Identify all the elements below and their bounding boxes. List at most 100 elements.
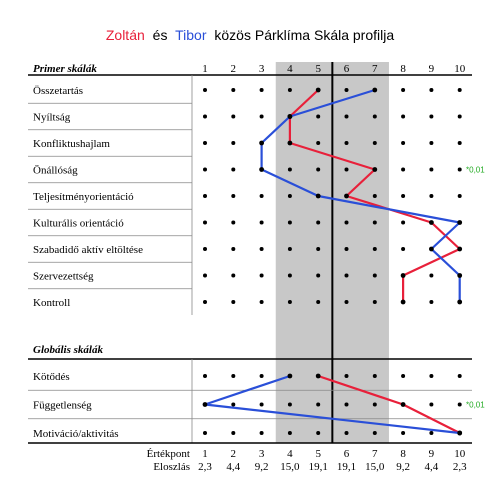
scale-dot xyxy=(372,194,377,198)
scale-dot xyxy=(401,431,406,435)
scale-tick-label: 10 xyxy=(454,63,466,75)
series-point-zoltan xyxy=(400,402,406,407)
series-point-tibor xyxy=(287,114,293,119)
series-point-zoltan xyxy=(315,87,321,93)
scale-dot xyxy=(231,167,236,172)
grid-lines xyxy=(28,62,472,444)
series-point-zoltan xyxy=(344,193,349,199)
scale-dot xyxy=(203,220,207,225)
footer-ertekpont-value: 5 xyxy=(315,448,321,460)
scale-tick-label: 5 xyxy=(315,63,321,75)
scale-dot xyxy=(429,167,434,172)
profile-series xyxy=(202,87,463,436)
row-label: Nyíltság xyxy=(33,112,71,124)
scale-dot xyxy=(372,431,377,435)
series-point-zoltan xyxy=(457,246,463,252)
series-point-tibor xyxy=(457,430,463,436)
footer-ertekpont-value: 4 xyxy=(287,448,293,460)
scale-dot xyxy=(457,141,462,145)
scale-tick-label: 6 xyxy=(344,63,350,75)
significance-notes: *0,01 *0,01 xyxy=(466,166,485,410)
scale-dot xyxy=(457,114,462,119)
scale-dot xyxy=(231,300,236,304)
footer-ertekpont-value: 6 xyxy=(344,448,350,460)
footer-ertekpont-value: 10 xyxy=(454,448,466,460)
scale-dot xyxy=(429,300,434,304)
scale-dot xyxy=(457,88,462,92)
series-point-zoltan xyxy=(400,299,406,305)
scale-dot xyxy=(316,247,321,251)
scale-dot xyxy=(259,114,264,119)
scale-dot xyxy=(344,402,349,407)
scale-dot xyxy=(259,194,264,198)
scale-dot xyxy=(203,194,207,198)
scale-dot xyxy=(203,167,207,172)
scale-tick-label: 4 xyxy=(287,63,293,75)
title-name-zoltan: Zoltán xyxy=(106,27,145,43)
footer-ertekpont-value: 1 xyxy=(202,448,208,460)
scale-dot xyxy=(344,88,349,92)
footer-distribution: ÉrtékpontEloszlás12,324,439,2415,0519,16… xyxy=(147,448,467,473)
row-label: Kulturális orientáció xyxy=(33,218,124,230)
scale-dot xyxy=(344,247,349,251)
scale-dot xyxy=(316,273,321,278)
footer-eloszlas-value: 9,2 xyxy=(255,461,269,473)
series-point-zoltan xyxy=(372,167,378,172)
scale-dot xyxy=(259,220,264,225)
section-title-global: Globális skálák xyxy=(33,344,103,356)
scale-dot xyxy=(231,141,236,145)
series-point-tibor xyxy=(259,167,264,172)
scale-dot xyxy=(372,374,377,378)
scale-dot xyxy=(372,273,377,278)
scale-dot xyxy=(259,402,264,407)
series-point-tibor xyxy=(315,193,321,199)
scale-dot xyxy=(401,167,406,172)
scale-dot xyxy=(231,431,236,435)
scale-dot xyxy=(372,141,377,145)
scale-dot xyxy=(344,374,349,378)
scale-dot xyxy=(316,167,321,172)
scale-dot xyxy=(316,114,321,119)
scale-dot xyxy=(344,273,349,278)
row-label: Kontroll xyxy=(33,297,70,309)
series-point-zoltan xyxy=(429,220,434,225)
row-label: Összetartás xyxy=(33,85,83,97)
scale-dot xyxy=(287,402,292,407)
scale-tick-label: 7 xyxy=(372,63,378,75)
scale-dot xyxy=(429,374,434,378)
scale-dot xyxy=(287,88,292,92)
series-point-tibor xyxy=(259,140,264,146)
footer-label-eloszlas: Eloszlás xyxy=(153,461,190,473)
scale-dot xyxy=(429,431,434,435)
scale-dot xyxy=(429,88,434,92)
scale-dot xyxy=(203,141,207,145)
footer-ertekpont-value: 3 xyxy=(259,448,265,460)
footer-eloszlas-value: 2,3 xyxy=(453,461,467,473)
series-point-zoltan xyxy=(400,273,406,278)
scale-dot xyxy=(231,374,236,378)
series-point-tibor xyxy=(372,87,378,93)
scale-dot xyxy=(203,273,207,278)
row-labels: Összetartás Nyíltság Konfliktushajlam Önáll… xyxy=(33,85,143,440)
scale-dot xyxy=(372,402,377,407)
scale-dot xyxy=(457,402,462,407)
scale-dot xyxy=(287,194,292,198)
scale-dot xyxy=(401,114,406,119)
scale-dot xyxy=(316,141,321,145)
scale-dot xyxy=(344,141,349,145)
row-label: Teljesítményorientáció xyxy=(33,191,134,203)
series-point-tibor xyxy=(457,220,463,225)
scale-dot xyxy=(372,220,377,225)
scale-dot xyxy=(231,220,236,225)
scale-dot xyxy=(316,402,321,407)
scale-dot xyxy=(344,114,349,119)
scale-dot xyxy=(457,194,462,198)
scale-dot xyxy=(287,220,292,225)
scale-dot xyxy=(401,141,406,145)
scale-dot xyxy=(372,300,377,304)
scale-dot xyxy=(316,220,321,225)
scale-dot xyxy=(231,114,236,119)
scale-dot xyxy=(287,431,292,435)
scale-dot xyxy=(401,194,406,198)
